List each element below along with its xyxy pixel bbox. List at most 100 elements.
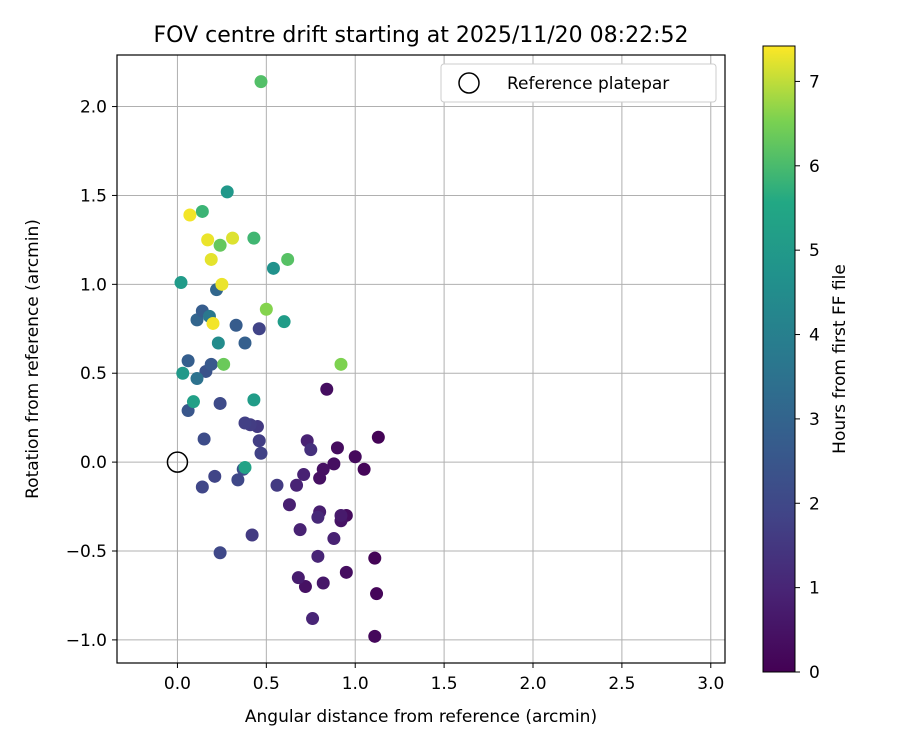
data-point	[204, 252, 218, 266]
x-tick-label: 1.0	[342, 674, 369, 694]
data-point	[247, 393, 261, 407]
data-point	[339, 565, 353, 579]
y-tick-label: 1.0	[80, 275, 107, 295]
data-point	[320, 382, 334, 396]
data-point	[327, 457, 341, 471]
x-tick-label: 2.0	[519, 674, 546, 694]
reference-platepar-marker	[166, 451, 189, 473]
data-point	[208, 469, 222, 483]
data-point	[226, 231, 240, 245]
data-point	[197, 432, 211, 446]
data-point	[270, 478, 284, 492]
data-point	[206, 316, 220, 330]
data-point	[238, 416, 252, 430]
x-tick-label: 0.0	[164, 674, 191, 694]
data-point	[293, 523, 307, 537]
data-point	[181, 354, 195, 368]
x-tick-label: 1.5	[431, 674, 458, 694]
data-points	[174, 75, 385, 643]
data-point	[266, 261, 280, 275]
data-point	[334, 508, 348, 522]
data-point	[370, 587, 384, 601]
data-point	[190, 372, 204, 386]
data-point	[174, 276, 188, 290]
data-point	[334, 357, 348, 371]
data-point	[281, 252, 295, 266]
data-point	[231, 473, 245, 487]
x-tick-label: 3.0	[697, 674, 724, 694]
data-point	[252, 322, 266, 336]
x-axis-label: Angular distance from reference (arcmin)	[245, 707, 597, 727]
data-point	[204, 357, 218, 371]
data-point	[277, 315, 291, 329]
colorbar-tick-label: 2	[809, 494, 820, 514]
plot-frame	[116, 54, 726, 664]
legend-entry-reference-platepar: Reference platepar	[507, 74, 669, 94]
data-point	[254, 75, 268, 89]
data-point	[297, 468, 311, 482]
data-point	[176, 366, 190, 380]
colorbar-label: Hours from first FF file	[830, 264, 850, 454]
y-axis-label: Rotation from reference (arcmin)	[23, 219, 43, 499]
x-tick-label: 2.5	[608, 674, 635, 694]
colorbar-gradient	[762, 45, 796, 673]
legend-marker-reference	[458, 72, 480, 94]
colorbar-tick-label: 4	[809, 326, 820, 346]
data-point	[330, 441, 344, 455]
data-point	[368, 551, 382, 565]
data-point	[313, 471, 327, 485]
y-axis-ticks: −1.0 −0.5 0.0 0.5 1.0 1.5 2.0	[66, 98, 117, 651]
data-point	[220, 185, 234, 199]
x-tick-label: 0.5	[253, 674, 280, 694]
colorbar-tick-label: 0	[809, 663, 820, 683]
data-point	[311, 549, 325, 563]
colorbar: 0 1 2 3 4 5 6 7 Hours from first FF file	[762, 45, 850, 683]
data-point	[290, 478, 304, 492]
data-point	[304, 443, 318, 457]
data-point	[327, 532, 341, 546]
data-point	[298, 580, 312, 594]
colorbar-ticks: 0 1 2 3 4 5 6 7	[795, 72, 820, 683]
data-point	[259, 302, 273, 316]
data-point	[316, 576, 330, 590]
data-point	[306, 612, 320, 626]
data-point	[368, 629, 382, 643]
data-point	[245, 528, 259, 542]
y-tick-label: 0.0	[80, 453, 107, 473]
data-point	[211, 336, 225, 350]
y-tick-label: −0.5	[66, 542, 107, 562]
data-point	[229, 318, 243, 332]
data-point	[183, 208, 197, 222]
colorbar-tick-label: 6	[809, 157, 820, 177]
data-point	[238, 336, 252, 350]
data-point	[195, 204, 209, 218]
data-point	[282, 498, 296, 512]
legend-box	[440, 63, 717, 103]
data-point	[291, 571, 305, 585]
y-tick-label: −1.0	[66, 631, 107, 651]
data-point	[213, 238, 227, 252]
data-point	[213, 546, 227, 560]
x-axis-ticks: 0.0 0.5 1.0 1.5 2.0 2.5 3.0	[164, 663, 724, 694]
colorbar-tick-label: 5	[809, 241, 820, 261]
chart-title: FOV centre drift starting at 2025/11/20 …	[154, 23, 689, 48]
data-point	[254, 446, 268, 460]
data-point	[348, 450, 362, 464]
data-point	[213, 396, 227, 410]
data-point	[201, 233, 215, 247]
y-tick-label: 2.0	[80, 98, 107, 118]
data-point	[247, 231, 261, 245]
legend: Reference platepar	[440, 63, 717, 103]
data-point	[252, 434, 266, 448]
data-point	[311, 510, 325, 524]
colorbar-tick-label: 3	[809, 410, 820, 430]
colorbar-tick-label: 7	[809, 72, 820, 92]
colorbar-tick-label: 1	[809, 579, 820, 599]
data-point	[217, 357, 231, 371]
y-tick-label: 0.5	[80, 364, 107, 384]
data-point	[195, 480, 209, 494]
data-point	[215, 277, 229, 291]
y-tick-label: 1.5	[80, 186, 107, 206]
